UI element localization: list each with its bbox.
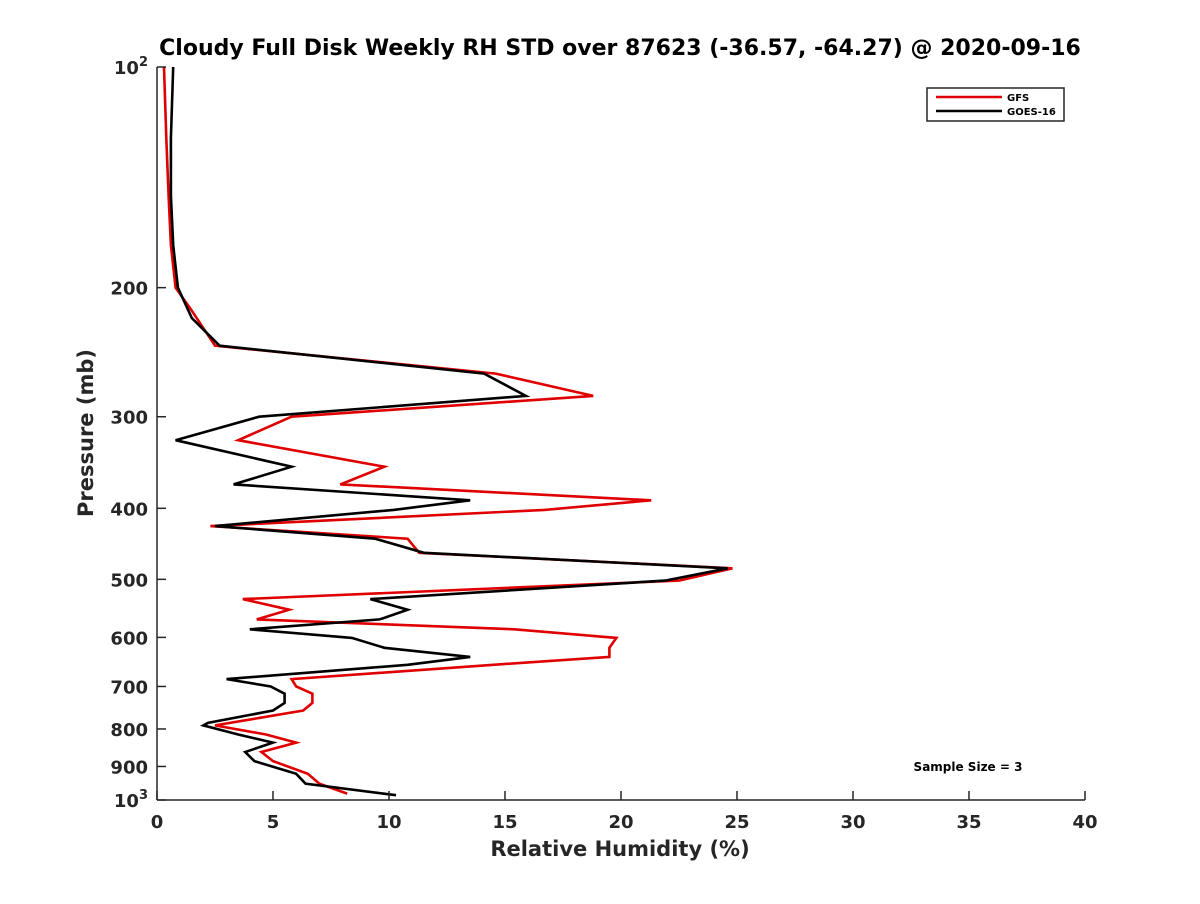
x-tick-label-25: 25 <box>724 812 749 833</box>
x-tick-label-10: 10 <box>376 812 401 833</box>
series-line-goes16 <box>169 66 728 797</box>
x-tick-label-30: 30 <box>840 812 865 833</box>
y-tick-label-300: 300 <box>110 408 148 429</box>
chart-title: Cloudy Full Disk Weekly RH STD over 8762… <box>159 36 1081 61</box>
x-tick-label-15: 15 <box>492 812 517 833</box>
x-tick-label-35: 35 <box>956 812 981 833</box>
y-tick-label-1000: 103 <box>114 788 148 812</box>
legend-label-goes16: GOES-16 <box>1007 107 1056 118</box>
x-tick-label-20: 20 <box>608 812 633 833</box>
y-tick-label-700: 700 <box>110 677 148 698</box>
series-line-gfs <box>162 66 733 795</box>
legend: GFS GOES-16 <box>926 87 1065 122</box>
y-tick-label-200: 200 <box>110 279 148 300</box>
legend-label-gfs: GFS <box>1007 93 1029 104</box>
y-tick-label-900: 900 <box>110 757 148 778</box>
x-tick-label-0: 0 <box>151 812 164 833</box>
y-tick-label-100: 102 <box>114 55 148 79</box>
x-axis-label: Relative Humidity (%) <box>490 837 749 861</box>
y-tick-label-400: 400 <box>110 499 148 520</box>
plot-area: 0 5 10 15 20 25 30 35 40 102 200 300 400 500 600 700 800… <box>110 55 1097 833</box>
legend-box <box>926 87 1065 122</box>
y-tick-label-600: 600 <box>110 628 148 649</box>
y-tick-label-500: 500 <box>110 570 148 591</box>
sample-size-annotation: Sample Size = 3 <box>914 760 1023 774</box>
x-tick-label-40: 40 <box>1072 812 1097 833</box>
y-axis-label: Pressure (mb) <box>74 349 98 517</box>
y-tick-label-800: 800 <box>110 720 148 741</box>
x-tick-label-5: 5 <box>267 812 280 833</box>
